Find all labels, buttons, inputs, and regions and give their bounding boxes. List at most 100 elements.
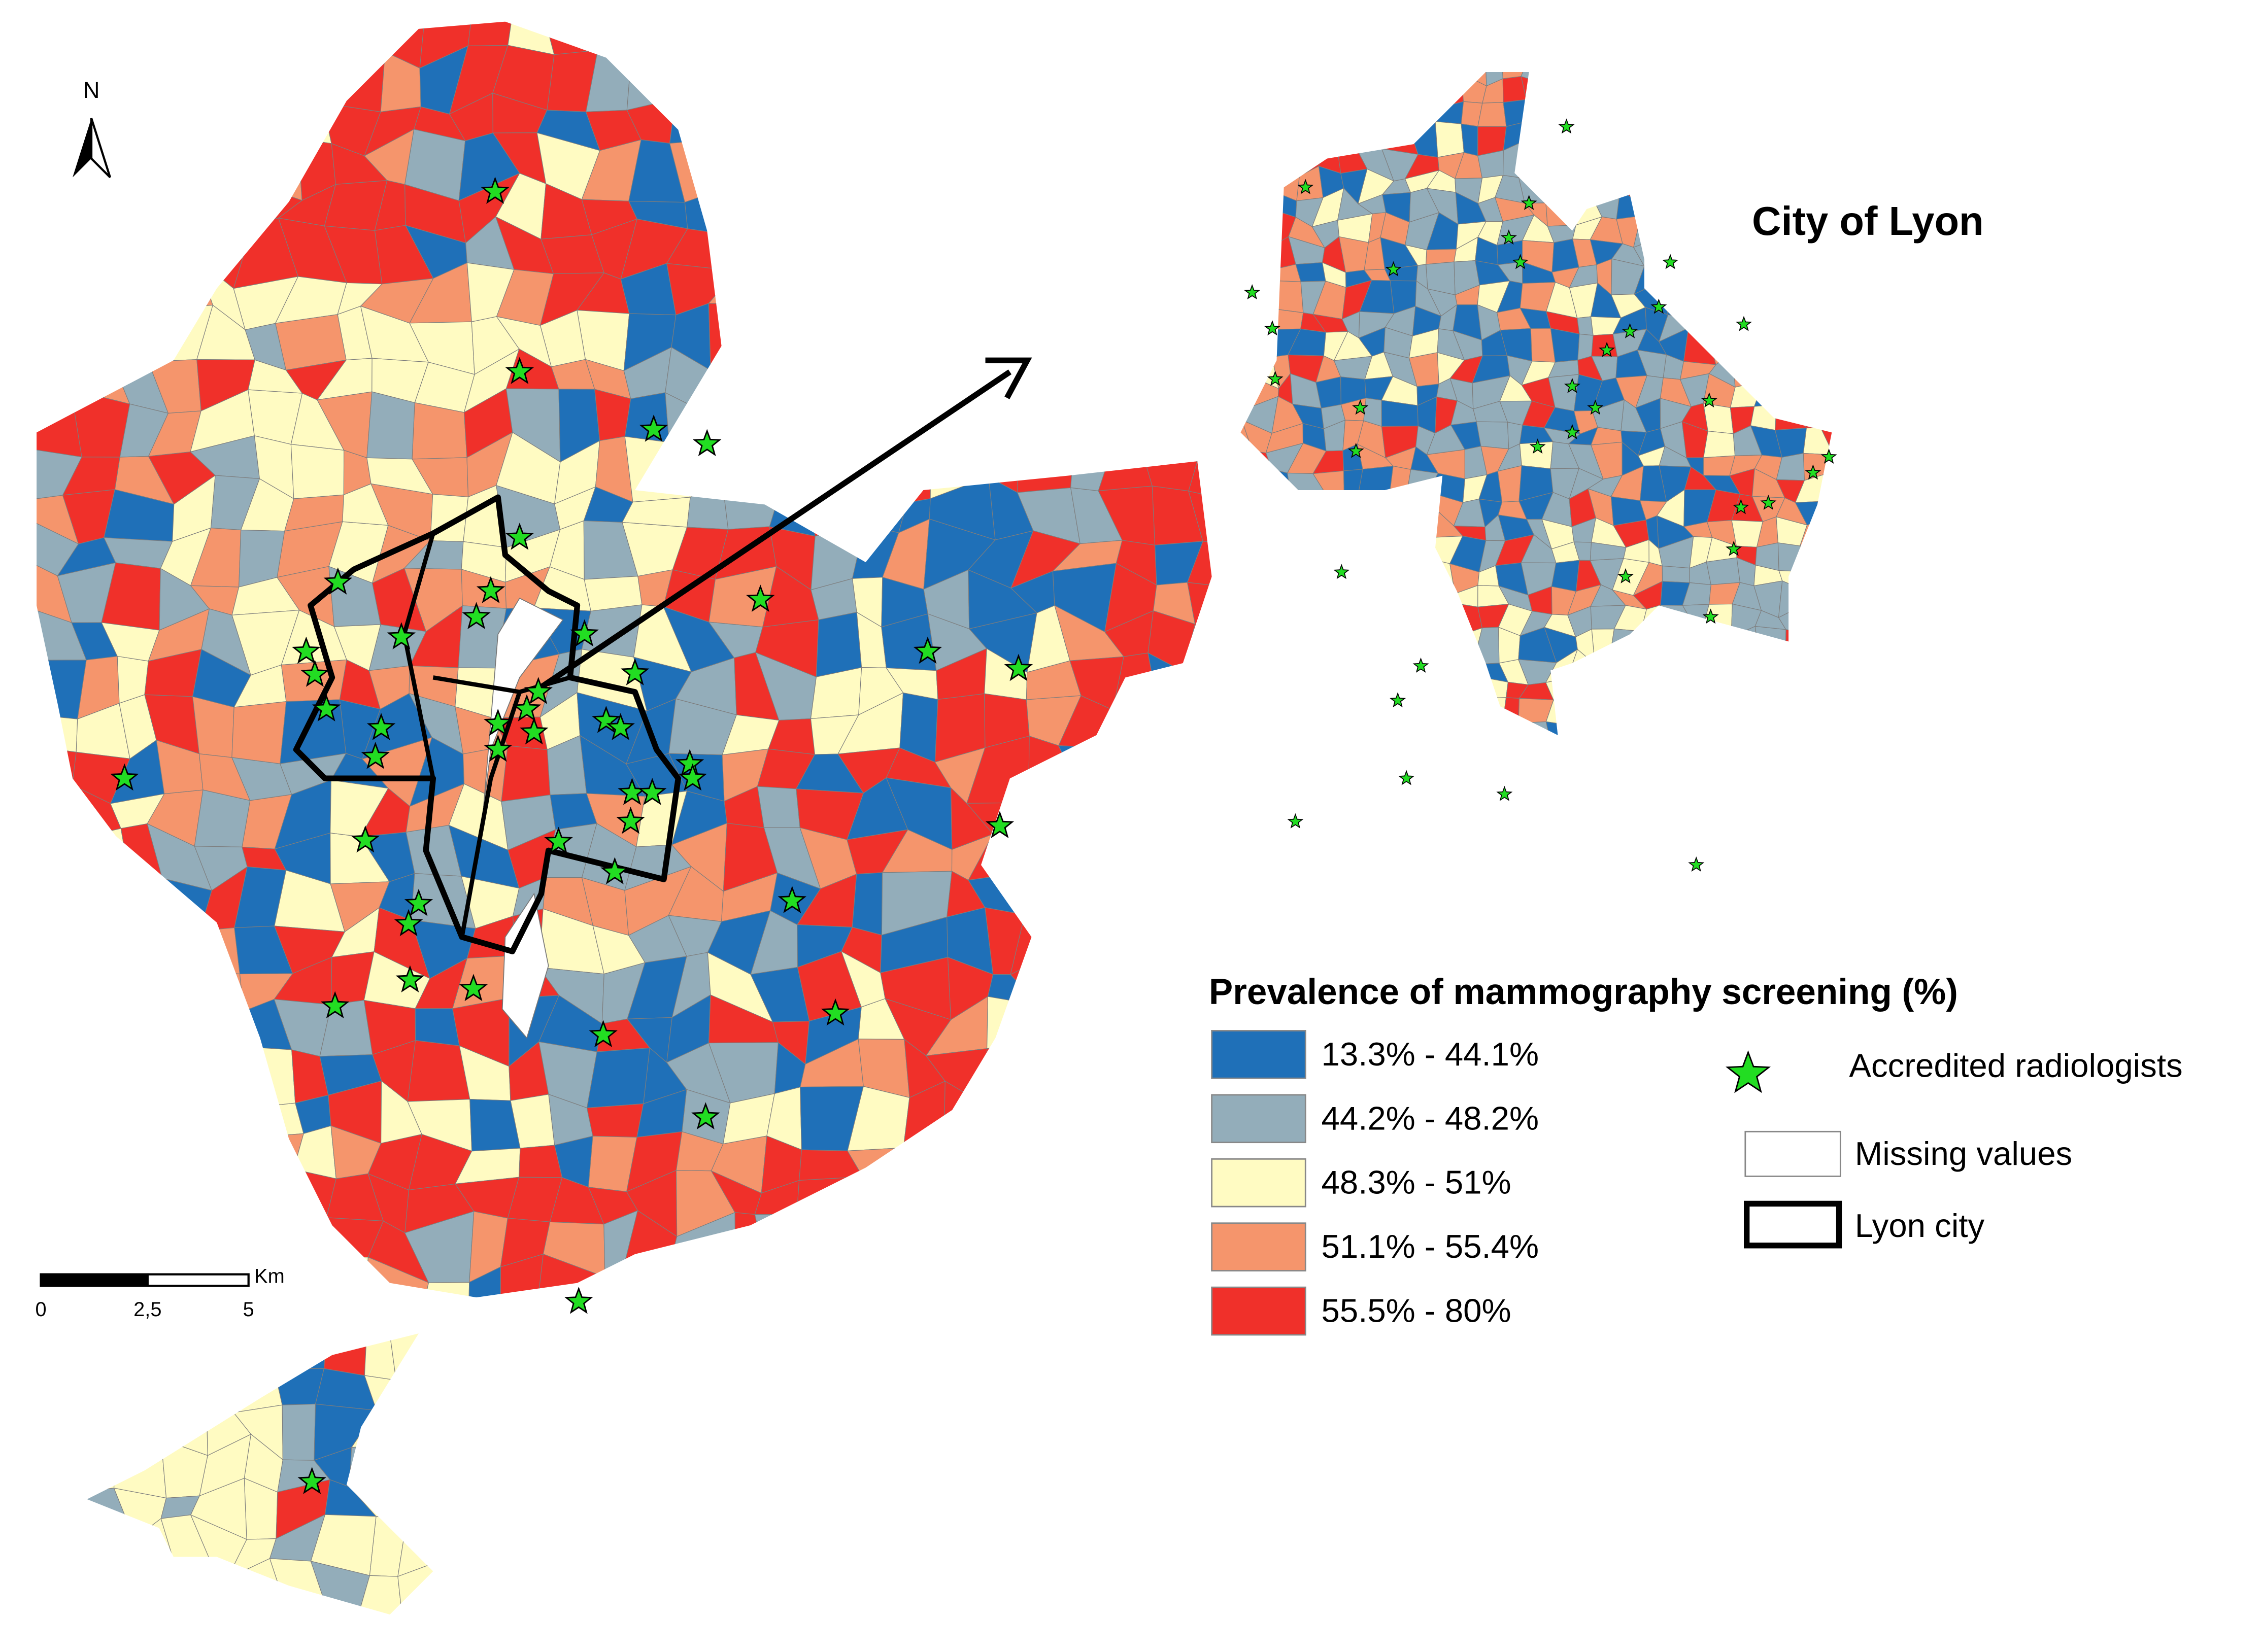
- area-cell: [211, 106, 247, 155]
- area-cell: [1288, 720, 1326, 736]
- area-cell: [1333, 72, 1370, 89]
- area-cell: [1160, 1213, 1204, 1268]
- radiologist-star: [678, 763, 707, 791]
- radiologist-star: [1352, 399, 1369, 415]
- area-cell: [1248, 168, 1280, 192]
- area-cell: [667, 1271, 736, 1298]
- area-cell: [251, 21, 297, 57]
- area-cell: [165, 1092, 213, 1149]
- area-cell: [194, 789, 251, 848]
- area-cell: [233, 1352, 283, 1413]
- area-cell: [1274, 157, 1301, 177]
- area-cell: [1057, 1178, 1109, 1241]
- area-cell: [1795, 399, 1830, 429]
- area-cell: [1240, 561, 1252, 595]
- area-cell: [843, 1166, 901, 1240]
- area-cell: [813, 21, 863, 52]
- area-cell: [1150, 21, 1210, 72]
- radiologist-star: [1347, 442, 1364, 458]
- area-cell: [844, 49, 893, 113]
- area-cell: [282, 1403, 316, 1461]
- area-cell: [1824, 174, 1832, 198]
- area-cell: [930, 56, 986, 107]
- area-cell: [1297, 72, 1327, 87]
- area-cell: [1242, 612, 1274, 642]
- area-cell: [147, 97, 217, 151]
- area-cell: [1635, 630, 1662, 666]
- area-cell: [1057, 1127, 1109, 1190]
- area-cell: [1521, 76, 1556, 100]
- area-cell: [1240, 268, 1248, 296]
- area-cell: [1022, 1005, 1084, 1044]
- area-cell: [665, 392, 734, 443]
- radiologist-star: [483, 734, 513, 762]
- area-cell: [880, 174, 951, 246]
- legend-label: 55.5% - 80%: [1322, 1292, 1511, 1329]
- area-cell: [1024, 1254, 1079, 1298]
- area-cell: [1601, 127, 1624, 158]
- radiologist-star: [1701, 392, 1717, 408]
- area-cell: [1156, 51, 1203, 100]
- area-cell: [1337, 731, 1366, 736]
- area-cell: [1761, 260, 1776, 293]
- area-cell: [1683, 696, 1719, 734]
- area-cell: [759, 219, 822, 272]
- area-cell: [397, 1515, 433, 1577]
- area-cell: [625, 21, 681, 72]
- area-cell: [1264, 728, 1297, 736]
- area-cell: [1564, 174, 1604, 196]
- area-cell: [147, 145, 217, 186]
- area-cell: [1461, 123, 1478, 156]
- area-cell: [1692, 627, 1707, 657]
- area-cell: [1802, 359, 1832, 389]
- area-cell: [60, 1131, 118, 1186]
- area-cell: [1053, 57, 1117, 114]
- legend-swatch: [1744, 1130, 1841, 1177]
- area-cell: [930, 101, 986, 154]
- area-cell: [1726, 718, 1761, 736]
- radiologist-star: [589, 1020, 618, 1047]
- radiologist-star: [300, 660, 329, 687]
- radiologist-star: [1264, 320, 1280, 336]
- radiologist-star: [637, 778, 667, 805]
- area-cell: [1312, 720, 1349, 736]
- area-cell: [105, 1009, 165, 1052]
- radiologist-star: [323, 567, 353, 595]
- radiologist-star: [1398, 770, 1415, 785]
- area-cell: [201, 1040, 256, 1108]
- area-cell: [37, 223, 68, 281]
- area-cell: [1704, 281, 1742, 313]
- area-cell: [501, 745, 551, 802]
- area-cell: [624, 436, 691, 503]
- area-cell: [116, 1395, 161, 1451]
- area-cell: [1820, 611, 1832, 642]
- north-label: N: [83, 77, 100, 103]
- area-cell: [1027, 21, 1064, 64]
- area-cell: [1752, 120, 1787, 156]
- area-cell: [1682, 725, 1719, 736]
- area-cell: [749, 1257, 807, 1298]
- inset-map: [1240, 72, 1832, 736]
- area-cell: [1110, 315, 1163, 374]
- area-cell: [1821, 261, 1832, 294]
- area-cell: [1240, 72, 1252, 80]
- area-cell: [1799, 284, 1824, 320]
- area-cell: [1295, 79, 1327, 104]
- area-cell: [801, 136, 855, 196]
- area-cell: [1522, 119, 1551, 158]
- area-cell: [1613, 107, 1643, 135]
- radiologist-star: [1820, 448, 1837, 464]
- area-cell: [1296, 165, 1324, 201]
- legend-swatch: [1211, 1030, 1306, 1079]
- area-cell: [37, 1211, 85, 1267]
- area-cell: [1710, 174, 1737, 194]
- area-cell: [1149, 1088, 1197, 1143]
- radiologist-star: [1500, 229, 1517, 245]
- radiologist-star: [351, 825, 380, 853]
- area-cell: [1240, 142, 1257, 175]
- area-cell: [1056, 907, 1116, 952]
- area-cell: [1358, 465, 1394, 504]
- area-cell: [1242, 211, 1279, 244]
- area-cell: [1255, 142, 1280, 175]
- area-cell: [985, 1191, 1033, 1238]
